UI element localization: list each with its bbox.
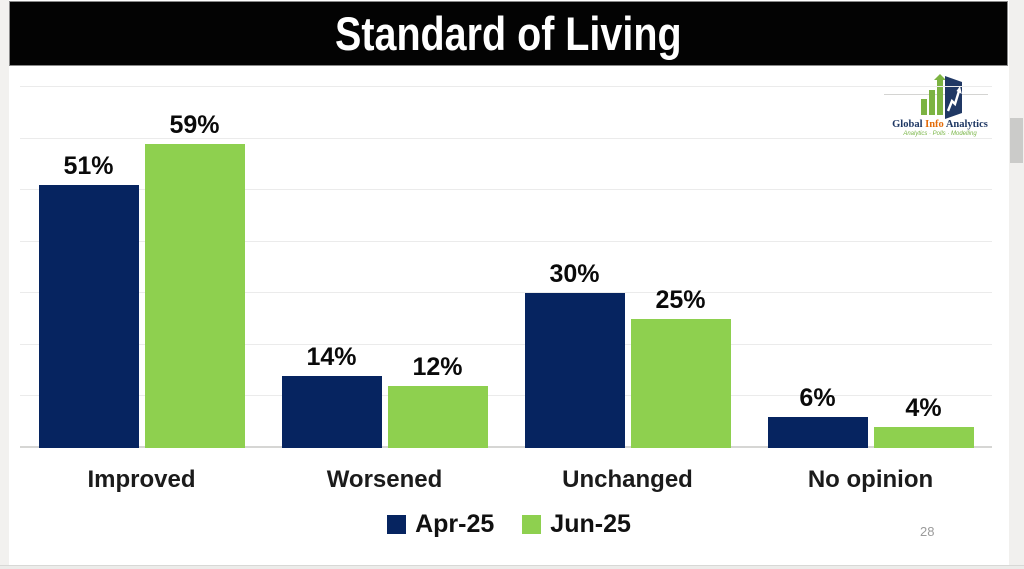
window-edge-left <box>0 0 9 569</box>
category-label: No opinion <box>807 466 934 493</box>
bar-group: 30% 25% <box>506 87 749 448</box>
data-label: 59% <box>169 110 220 139</box>
window-edge-bottom <box>0 565 1024 569</box>
slide-title-bar: Standard of Living <box>9 1 1008 66</box>
data-label: 4% <box>905 394 942 423</box>
page-number: 28 <box>920 524 935 539</box>
data-label: 30% <box>549 260 600 289</box>
logo-name-part: Analytics <box>943 119 988 130</box>
bar-Jun-25: 59% <box>144 111 245 448</box>
scrollbar-thumb[interactable] <box>1010 118 1023 163</box>
gridline <box>20 137 992 139</box>
bar-Jun-25: 4% <box>873 394 974 448</box>
legend-label: Jun-25 <box>550 510 631 538</box>
data-label: 25% <box>655 286 706 315</box>
gridline <box>20 292 992 294</box>
gridline <box>20 395 992 397</box>
data-label: 12% <box>412 353 463 382</box>
bar-Apr-25: 30% <box>524 260 625 448</box>
legend: Apr-25 Jun-25 <box>9 510 1009 539</box>
page-title: Standard of Living <box>335 7 682 60</box>
bar-group: 51% 59% <box>20 87 263 448</box>
data-label: 51% <box>63 152 114 180</box>
bar-Jun-25: 25% <box>630 286 731 448</box>
legend-item: Apr-25 <box>387 510 494 539</box>
data-label: 14% <box>306 342 357 371</box>
logo-divider-line <box>884 94 988 95</box>
gridline <box>20 240 992 242</box>
gridline <box>20 86 992 87</box>
bar-Apr-25: 14% <box>281 343 382 448</box>
bar-Apr-25: 51% <box>38 152 139 448</box>
gridline <box>20 343 992 345</box>
logo-tagline: Analytics · Polls · Modelling <box>903 131 977 137</box>
category-axis: Improved Worsened Unchanged No opinion <box>20 466 992 494</box>
logo-name-part: Info <box>925 119 944 130</box>
logo-name: Global Info Analytics <box>892 119 988 130</box>
legend-swatch-icon <box>387 515 407 534</box>
legend-swatch-icon <box>522 515 542 534</box>
x-axis-line <box>20 446 992 448</box>
bar-Apr-25: 6% <box>767 384 868 448</box>
category-label: Unchanged <box>562 466 693 493</box>
category-label: Improved <box>87 466 196 493</box>
category-label: Worsened <box>326 466 443 493</box>
bar-Jun-25: 12% <box>387 353 488 448</box>
scrollbar-track[interactable] <box>1009 0 1024 569</box>
gridline <box>20 189 992 191</box>
data-label: 6% <box>799 384 836 413</box>
legend-item: Jun-25 <box>522 510 631 539</box>
bar-group: 14% 12% <box>263 87 506 448</box>
plot-area: 51% 59% 14% 12% 30% 25% 6% 4% <box>20 86 992 448</box>
bar-group: 6% 4% <box>749 87 992 448</box>
legend-label: Apr-25 <box>415 510 495 538</box>
logo-name-part: Global <box>892 119 926 130</box>
